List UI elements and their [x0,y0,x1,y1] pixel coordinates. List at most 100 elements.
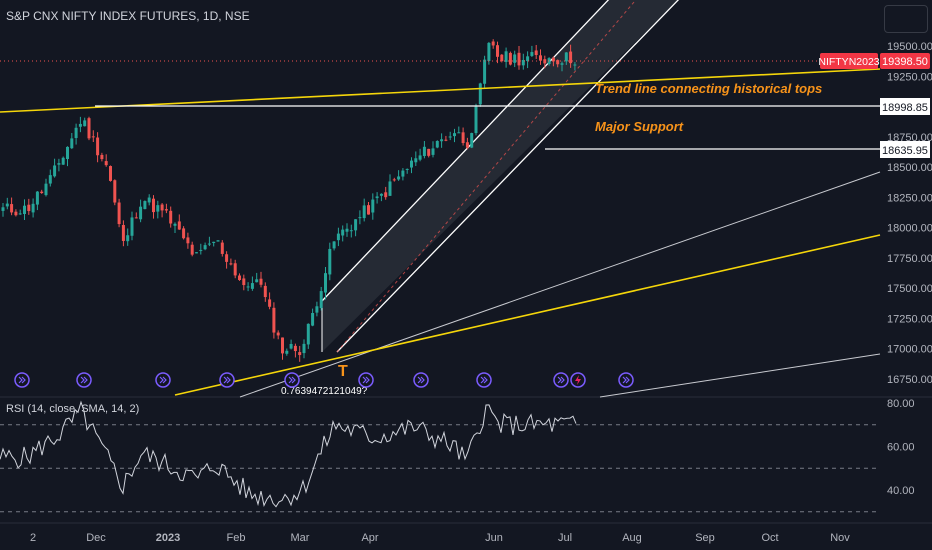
candle-body [268,299,272,307]
time-axis-label: Mar [291,532,310,544]
candle-body [371,199,375,213]
candle-body [18,213,22,215]
candle-body [5,203,9,207]
candle-body [100,154,104,160]
candle-body [220,242,224,254]
candle-body [328,248,332,275]
candle-body [539,55,542,61]
price-tick-label: 19250.00 [887,71,932,83]
time-axis-label: Oct [761,532,778,544]
price-tick-label: 17250.00 [887,313,932,325]
candle-body [134,217,138,219]
candle-body [152,198,155,213]
candle-body [177,221,181,230]
candle-body [319,291,323,309]
candle-body [401,170,405,177]
candle-body [453,133,456,137]
candle-body [160,204,164,211]
last-price-tag: 19398.50 [882,56,928,68]
candle-body [259,278,263,285]
candle-body [547,58,551,64]
candle-body [272,307,276,333]
measure-label: 0.7639472121049? [281,386,368,397]
candle-body [216,240,220,242]
candle-body [474,106,478,134]
candle-body [556,60,560,65]
candle-body [302,343,306,354]
candle-body [341,229,345,236]
candle-body [10,204,14,213]
candle-body [526,56,530,62]
candle-body [551,57,555,62]
top-right-button[interactable] [884,5,928,33]
time-axis-label: Aug [622,532,642,544]
candle-body [74,127,78,139]
candle-body [139,206,143,220]
candle-body [444,139,448,141]
rsi-tick-label: 60.00 [887,442,915,454]
candle-body [276,332,280,336]
time-axis-label: Apr [361,532,378,544]
candle-body [31,203,35,213]
event-marker-arrow-icon [480,376,488,384]
price-tick-label: 18250.00 [887,192,932,204]
candle-body [109,166,112,181]
candle-body [173,223,177,226]
time-axis-label: Jun [485,532,503,544]
candle-body [457,132,461,134]
price-tick-label: 18500.00 [887,162,932,174]
annotation-t-marker: T [338,363,348,380]
candle-body [504,51,508,62]
price-tick-label: 18750.00 [887,132,932,144]
candle-body [324,273,327,293]
event-marker-arrow-icon [159,376,167,384]
rsi-tick-label: 40.00 [887,485,915,497]
candle-body [35,191,39,205]
event-marker-arrow-icon [417,376,425,384]
candle-body [23,205,26,215]
candle-body [427,148,431,156]
candle-body [212,241,216,244]
candle-body [483,59,487,84]
annotation-trend-text: Trend line connecting historical tops [595,81,822,96]
candle-body [117,202,121,225]
candle-body [130,217,134,236]
candle-body [465,142,469,148]
candle-body [113,180,117,203]
trendline-rising-support [174,234,881,396]
candle-body [491,41,495,46]
candle-body [530,52,534,56]
event-marker-arrow-icon [622,376,630,384]
candle-body [246,286,250,288]
candle-body [190,244,194,255]
time-axis-label: Sep [695,532,715,544]
trendline-historical-tops [0,68,881,113]
channel-mid-line [336,0,637,353]
candle-body [27,204,31,212]
candle-body [375,196,379,199]
level-low-tag: 18635.95 [882,145,928,157]
event-marker-arrow-icon [288,376,296,384]
candle-body [250,283,254,289]
fan-line-upper [239,171,881,398]
time-axis-label: 2023 [156,532,180,544]
candle-body [564,52,568,62]
candle-body [534,50,538,56]
candle-body [255,279,259,283]
chart-title: S&P CNX NIFTY INDEX FUTURES, 1D, NSE [6,9,250,23]
candle-body [422,146,426,157]
last-price-tag-bg [880,53,930,69]
candle-body [508,52,512,65]
candle-body [147,197,151,203]
candle-body [70,138,74,149]
candle-body [461,132,465,144]
candle-body [199,249,203,251]
candle-body [14,211,18,216]
symbol-tag-bg [820,53,878,69]
candle-body [435,140,439,148]
candle-body [496,45,499,57]
candle-body [388,181,392,196]
rsi-title: RSI (14, close, SMA, 14, 2) [6,403,140,415]
candle-body [281,337,284,354]
